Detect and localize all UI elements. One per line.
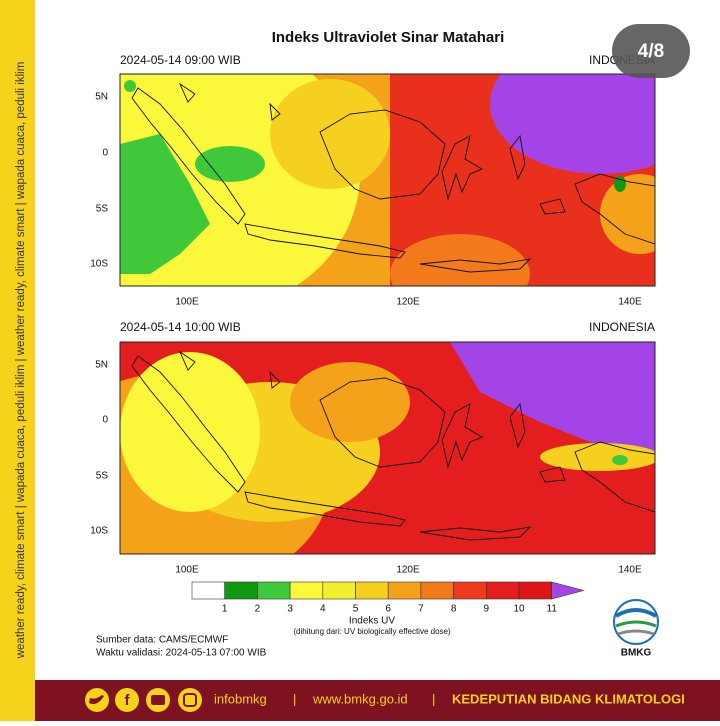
separator: | bbox=[293, 691, 296, 706]
colorbar-tick-label: 2 bbox=[255, 604, 261, 615]
colorbar-bin bbox=[518, 581, 553, 600]
uv-map bbox=[119, 73, 656, 287]
lon-label: 120E bbox=[396, 565, 420, 576]
colorbar-bin bbox=[453, 581, 487, 600]
lat-label: 5S bbox=[96, 204, 109, 215]
source: Sumber data: CAMS/ECMWF bbox=[96, 635, 228, 646]
colorbar-tick-label: 1 bbox=[222, 604, 228, 615]
footer-unit: KEDEPUTIAN BIDANG KLIMATOLOGI bbox=[452, 691, 685, 706]
twitter-glyph bbox=[89, 695, 104, 705]
colorbar-bin bbox=[224, 581, 258, 600]
colorbar-tick-label: 11 bbox=[547, 604, 558, 615]
facebook-icon[interactable] bbox=[115, 688, 139, 712]
facebook-glyph: f bbox=[125, 692, 131, 709]
legend-note: (dihitung dari: UV biologically effectiv… bbox=[293, 627, 451, 636]
lat-label: 5N bbox=[95, 92, 108, 103]
lat-label: 0 bbox=[102, 415, 108, 426]
panel-region: INDONESIA bbox=[589, 320, 655, 334]
side-text: weather ready, climate smart | wapada cu… bbox=[15, 62, 27, 660]
footer-website: www.bmkg.go.id bbox=[312, 691, 408, 706]
bmkg-logo: BMKG bbox=[613, 599, 659, 659]
colorbar-bin bbox=[485, 581, 520, 600]
colorbar-tick-label: 7 bbox=[418, 604, 424, 615]
colorbar-arrow bbox=[551, 581, 585, 600]
uv-map bbox=[119, 341, 656, 555]
lon-label: 140E bbox=[618, 565, 642, 576]
panel-time: 2024-05-14 10:00 WIB bbox=[120, 320, 241, 334]
instagram-icon[interactable] bbox=[178, 688, 202, 712]
colorbar-bin bbox=[191, 581, 226, 600]
colorbar: 1 2 3 4 5 6 7 8 9 10 11 bbox=[191, 581, 585, 615]
colorbar-tick-label: 6 bbox=[385, 604, 391, 615]
lat-label: 10S bbox=[90, 259, 108, 270]
colorbar-tick-label: 9 bbox=[484, 604, 490, 615]
separator: | bbox=[432, 691, 435, 706]
validity: Waktu validasi: 2024-05-13 07:00 WIB bbox=[96, 648, 267, 659]
lon-label: 100E bbox=[175, 565, 199, 576]
lon-label: 100E bbox=[175, 297, 199, 308]
colorbar-tick-label: 3 bbox=[287, 604, 293, 615]
colorbar-tick-label: 10 bbox=[513, 604, 525, 615]
colorbar-bin bbox=[420, 581, 454, 600]
map-title: Indeks Ultraviolet Sinar Matahari bbox=[272, 29, 505, 46]
axis-labels: 5N 0 5S 10S 100E 120E 140E 5N 0 5S 10S 100E 120E 140E bbox=[90, 92, 642, 576]
lon-label: 140E bbox=[618, 297, 642, 308]
logo-text: BMKG bbox=[621, 648, 652, 659]
colorbar-bin bbox=[322, 581, 356, 600]
colorbar-tick-label: 5 bbox=[353, 604, 359, 615]
side-strip bbox=[0, 0, 35, 721]
colorbar-bin bbox=[355, 581, 389, 600]
footer-handle: infobmkg bbox=[214, 691, 267, 706]
panel-time: 2024-05-14 09:00 WIB bbox=[120, 53, 241, 67]
colorbar-tick-label: 4 bbox=[320, 604, 326, 615]
lat-label: 5S bbox=[96, 471, 109, 482]
instagram-glyph bbox=[183, 693, 197, 707]
colorbar-bin bbox=[387, 581, 422, 600]
legend-title: Indeks UV bbox=[349, 616, 395, 627]
colorbar-bin bbox=[257, 581, 291, 600]
colorbar-bin bbox=[289, 581, 324, 600]
lon-label: 120E bbox=[396, 297, 420, 308]
lat-label: 5N bbox=[95, 360, 108, 371]
badge-text: 4/8 bbox=[638, 41, 664, 62]
colorbar-tick-label: 8 bbox=[451, 604, 457, 615]
page-badge: 4/8 bbox=[612, 24, 690, 78]
lat-label: 10S bbox=[90, 526, 108, 537]
lat-label: 0 bbox=[102, 148, 108, 159]
youtube-glyph bbox=[151, 695, 165, 705]
